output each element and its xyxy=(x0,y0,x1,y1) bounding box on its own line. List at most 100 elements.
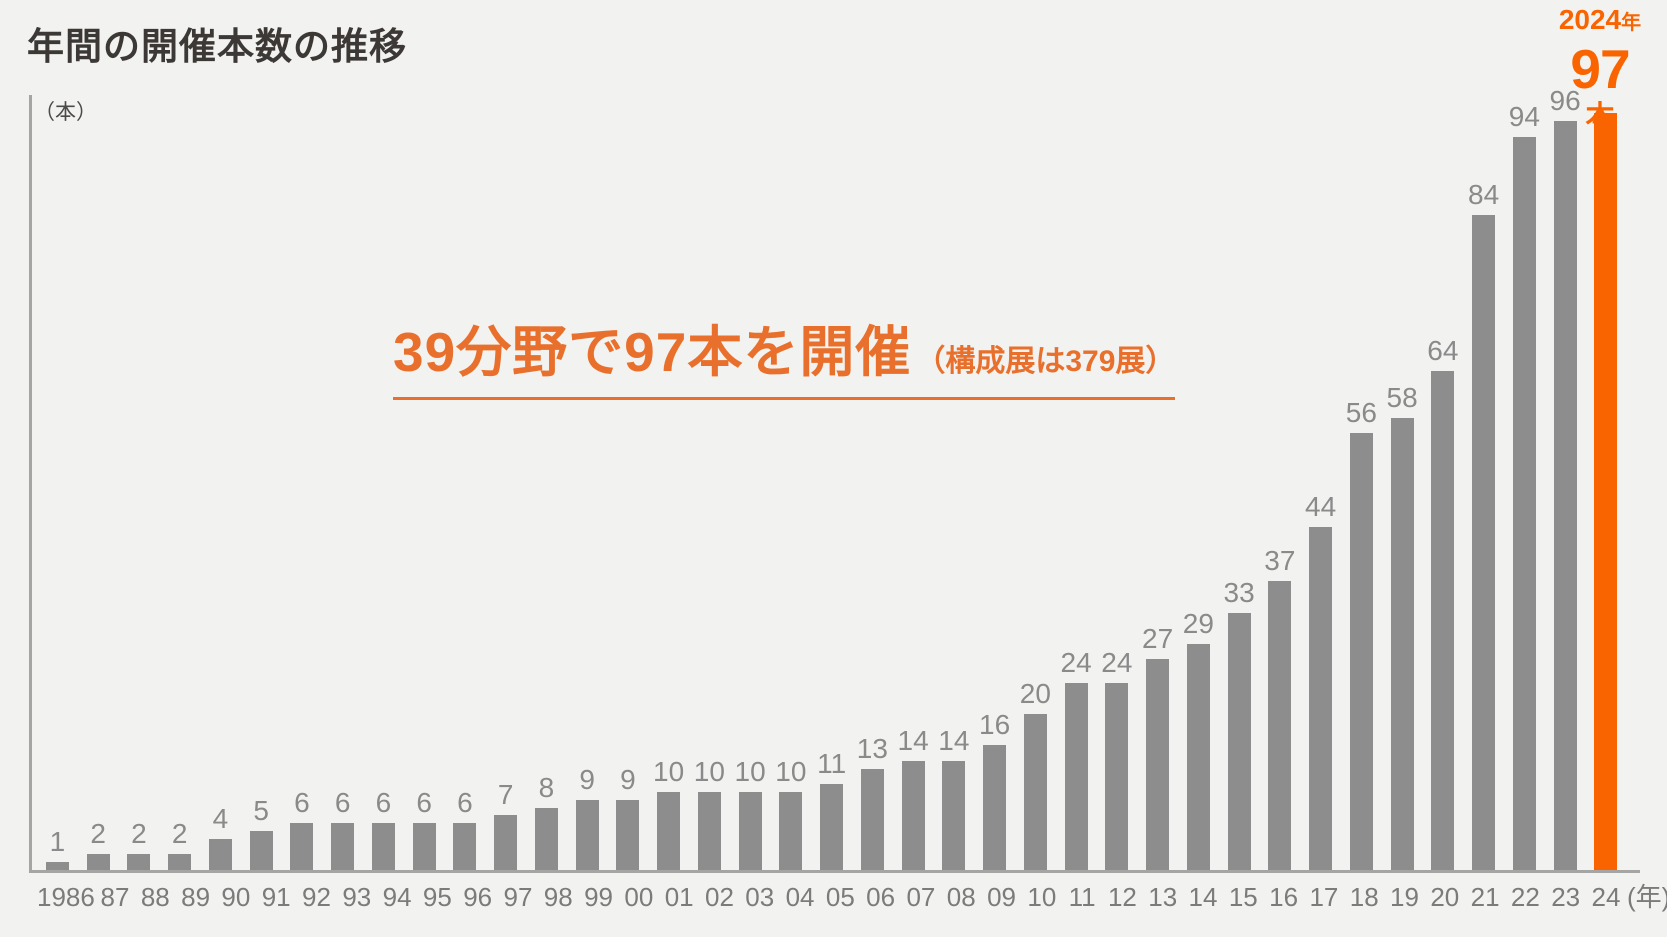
y-axis-unit-label: （本） xyxy=(34,101,97,124)
x-axis-label: 20 xyxy=(1430,882,1460,912)
bar-value-label: 94 xyxy=(1508,101,1540,132)
bar xyxy=(1023,714,1047,870)
bar-value-label: 44 xyxy=(1305,491,1337,522)
x-axis-label: 14 xyxy=(1188,882,1218,912)
bar-value-label: 20 xyxy=(1019,678,1051,709)
bar-column-06: 13 xyxy=(852,735,893,870)
x-axis-label: 13 xyxy=(1148,882,1178,912)
bar xyxy=(45,862,69,870)
bar xyxy=(208,839,232,870)
bar-column-95: 6 xyxy=(404,789,445,870)
x-axis-label: 01 xyxy=(664,882,694,912)
bar-value-label: 37 xyxy=(1264,545,1296,576)
bar xyxy=(1268,581,1292,870)
x-axis-label: 09 xyxy=(987,882,1016,912)
bar-column-15: 33 xyxy=(1219,579,1260,870)
bar-value-label: 58 xyxy=(1386,382,1418,413)
bar xyxy=(860,769,884,870)
y-axis-line xyxy=(29,95,32,873)
bar-column-12: 24 xyxy=(1097,649,1138,870)
bar-column-94: 6 xyxy=(363,789,404,870)
bar-value-label: 8 xyxy=(538,772,555,803)
bar-column-98: 8 xyxy=(526,774,567,870)
bar-value-label: 14 xyxy=(938,725,970,756)
x-axis-label: 08 xyxy=(946,882,976,912)
bar xyxy=(331,823,355,870)
bar-column-08: 14 xyxy=(934,727,975,870)
bar xyxy=(1309,527,1333,870)
bar-value-label: 6 xyxy=(457,787,473,818)
x-axis-label: 93 xyxy=(342,882,372,912)
headline-note-text: （構成展は379展） xyxy=(915,345,1176,378)
x-axis-label: 06 xyxy=(866,882,896,912)
bar-column-03: 10 xyxy=(730,758,771,870)
headline-banner: 39分野で97本を開催 （構成展は379展） xyxy=(393,322,1176,400)
bar-column-24 xyxy=(1586,113,1627,870)
bar-column-92: 6 xyxy=(282,789,323,870)
bar-value-label: 6 xyxy=(375,787,392,818)
bar xyxy=(127,854,151,870)
callout-year: 2024年 xyxy=(1548,6,1652,34)
x-axis-year-suffix: (年) xyxy=(1627,882,1667,912)
bar xyxy=(942,761,966,870)
bar-value-label: 11 xyxy=(817,748,847,779)
x-axis-label: 04 xyxy=(785,882,815,912)
bar-value-label: 2 xyxy=(131,818,147,849)
bar xyxy=(697,792,721,870)
x-axis-label: 15 xyxy=(1228,882,1258,912)
x-axis-line xyxy=(29,870,1640,873)
bar-value-label: 5 xyxy=(253,795,269,826)
bar-column-19: 58 xyxy=(1382,384,1423,870)
bar-value-label: 10 xyxy=(775,756,807,787)
x-axis-label: 22 xyxy=(1510,882,1540,912)
callout-count: 97 xyxy=(1570,38,1630,100)
bar-value-label: 96 xyxy=(1549,85,1581,116)
bar xyxy=(1472,215,1496,870)
bar xyxy=(1390,418,1414,870)
bar-value-label: 16 xyxy=(979,709,1011,740)
bar-value-label: 64 xyxy=(1427,335,1459,366)
bar-column-17: 44 xyxy=(1300,493,1341,870)
bar-column-20: 64 xyxy=(1423,337,1464,870)
x-axis-label: 91 xyxy=(261,882,291,912)
bar-column-99: 9 xyxy=(567,766,608,870)
bar-value-label: 13 xyxy=(856,733,888,764)
x-axis-label: 99 xyxy=(584,882,614,912)
bar xyxy=(779,792,803,870)
x-axis-label: 89 xyxy=(181,882,211,912)
bar-value-label: 6 xyxy=(416,787,432,818)
bar-column-11: 24 xyxy=(1056,649,1097,870)
bar-value-label: 10 xyxy=(653,756,685,787)
bar-value-label: 29 xyxy=(1182,608,1214,639)
bar-value-label: 1 xyxy=(49,826,66,857)
bar-value-label: 27 xyxy=(1142,623,1174,654)
x-axis-label: 90 xyxy=(221,882,251,912)
bar xyxy=(371,823,395,870)
x-axis-label: 21 xyxy=(1470,882,1500,912)
bar-column-09: 16 xyxy=(974,711,1015,870)
x-axis-labels-row: (年) 1986 87 88 89 90 91 92 93 94 95 96 97 98 99 00 01 02… xyxy=(37,882,1667,912)
x-axis-label: 1986 xyxy=(37,882,95,912)
x-axis-label: 95 xyxy=(422,882,452,912)
x-axis-label: 07 xyxy=(906,882,936,912)
x-axis-label: 16 xyxy=(1269,882,1299,912)
bar xyxy=(1227,613,1251,870)
x-axis-label: 19 xyxy=(1390,882,1419,912)
bar-column-91: 5 xyxy=(241,797,282,870)
bar xyxy=(249,831,273,870)
bar-column-18: 56 xyxy=(1341,399,1382,870)
bar-column-23: 96 xyxy=(1545,87,1586,870)
page-title: 年間の開催本数の推移 xyxy=(27,26,407,67)
bar xyxy=(290,823,314,870)
bar-column-90: 4 xyxy=(200,805,241,870)
bar-column-01: 10 xyxy=(648,758,689,870)
x-axis-label: 11 xyxy=(1068,882,1096,912)
x-axis-label: 98 xyxy=(543,882,573,912)
bar-column-22: 94 xyxy=(1504,103,1545,870)
bar xyxy=(983,745,1007,870)
bar-value-label: 10 xyxy=(734,756,766,787)
bar xyxy=(1431,371,1455,870)
bar-column-14: 29 xyxy=(1178,610,1219,870)
x-axis-label: 05 xyxy=(825,882,855,912)
